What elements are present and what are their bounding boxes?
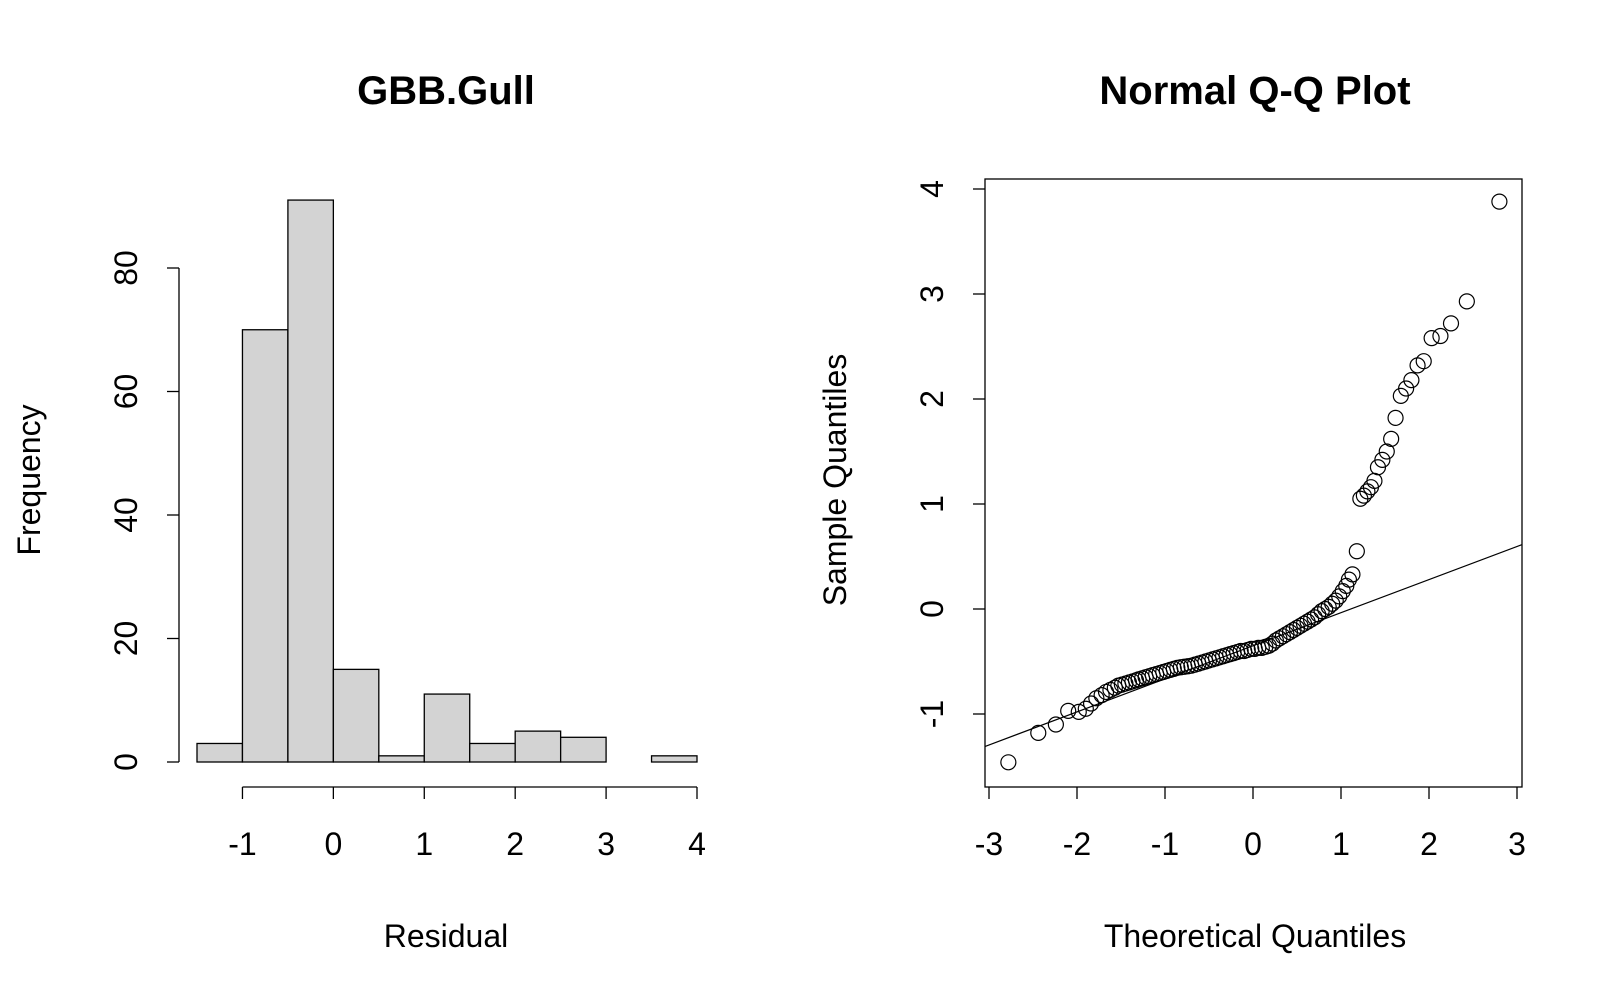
qq-point <box>1334 583 1351 600</box>
qq-y-tick-label: 4 <box>914 180 950 198</box>
qq-point <box>1047 716 1064 733</box>
qq-point <box>1232 642 1249 660</box>
qq-plot-area <box>985 193 1522 771</box>
qq-point <box>1415 353 1432 370</box>
qq-y-tick-label: 3 <box>914 285 950 303</box>
qq-x-tick-label: -3 <box>975 826 1003 862</box>
histogram-x-tick-label: 3 <box>597 826 615 862</box>
qq-point <box>1491 193 1508 210</box>
qq-point <box>1088 690 1105 707</box>
qq-plot-x-axis-label: Theoretical Quantiles <box>1104 918 1406 954</box>
histogram-bar <box>514 730 562 763</box>
qq-x-tick-label: 1 <box>1332 826 1350 862</box>
qq-x-tick-label: -2 <box>1063 826 1091 862</box>
histogram-bar <box>423 693 471 763</box>
qq-point <box>1387 409 1404 426</box>
qq-point <box>1442 315 1460 332</box>
qq-point <box>1344 566 1361 583</box>
qq-point <box>1423 330 1440 347</box>
qq-y-tick-label: 0 <box>914 600 950 618</box>
histogram-x-tick-label: 4 <box>688 826 706 862</box>
histogram-bars <box>196 199 698 763</box>
histogram-bar <box>241 329 289 763</box>
qq-plot-x-axis: -3 -2 -1 0 1 2 3 <box>975 787 1526 862</box>
qq-point <box>1000 754 1017 771</box>
histogram-bar <box>378 755 425 763</box>
histogram-y-tick-label: 0 <box>108 753 144 771</box>
histogram-x-tick-label: 0 <box>324 826 342 862</box>
histogram-x-tick-label: 1 <box>415 826 433 862</box>
qq-x-tick-label: 3 <box>1508 826 1526 862</box>
qq-point <box>1243 640 1260 658</box>
qq-points <box>1000 193 1508 771</box>
histogram-bar <box>332 668 380 763</box>
qq-point <box>1398 380 1415 397</box>
histogram-y-tick-label: 40 <box>108 497 144 533</box>
histogram-x-axis: -1 0 1 2 3 4 <box>228 786 706 862</box>
qq-point <box>1070 703 1087 721</box>
qq-plot-frame <box>984 178 1523 788</box>
histogram-x-tick-label: -1 <box>228 826 256 862</box>
qq-y-tick-label: -1 <box>914 700 950 728</box>
qq-point <box>1106 679 1123 696</box>
histogram-panel: GBB.Gull Residual Frequency -1 0 1 2 3 4 0 20 4… <box>11 69 706 954</box>
histogram-y-tick-label: 80 <box>108 250 144 286</box>
qq-x-tick-label: 2 <box>1420 826 1438 862</box>
histogram-y-axis-label: Frequency <box>11 404 47 555</box>
histogram-bar <box>287 199 335 763</box>
histogram-bar <box>196 742 244 763</box>
qq-plot-y-axis-label: Sample Quantiles <box>817 354 853 607</box>
qq-point <box>1378 443 1395 460</box>
qq-point <box>1383 430 1400 447</box>
histogram-title: GBB.Gull <box>357 69 535 113</box>
qq-point <box>1030 724 1047 742</box>
histogram-y-tick-label: 20 <box>108 621 144 657</box>
qq-point <box>1458 293 1475 310</box>
qq-point <box>1340 571 1358 588</box>
histogram-x-axis-label: Residual <box>384 918 509 954</box>
qq-y-tick-label: 2 <box>914 390 950 408</box>
histogram-bar <box>469 742 516 763</box>
qq-point <box>1432 327 1449 345</box>
qq-y-tick-label: 1 <box>914 495 950 513</box>
qq-plot-title: Normal Q-Q Plot <box>1099 69 1410 113</box>
qq-point <box>1374 451 1391 468</box>
qq-x-tick-label: -1 <box>1151 826 1179 862</box>
qq-point <box>1403 372 1420 389</box>
histogram-bar <box>559 736 607 763</box>
qq-point <box>1348 543 1365 560</box>
qq-reference-line <box>985 544 1522 748</box>
histogram-y-axis: 0 20 40 60 80 <box>108 250 180 771</box>
histogram-y-tick-label: 60 <box>108 374 144 410</box>
histogram-bar <box>650 755 698 763</box>
qq-point <box>1093 686 1110 704</box>
qq-point <box>1060 702 1077 719</box>
qq-plot-y-axis: -1 0 1 2 3 4 <box>914 180 985 728</box>
qq-plot-panel: Normal Q-Q Plot Theoretical Quantiles Sa… <box>817 69 1526 954</box>
histogram-x-tick-label: 2 <box>506 826 524 862</box>
qq-point <box>1082 695 1100 712</box>
qq-point <box>1077 700 1094 717</box>
qq-x-tick-label: 0 <box>1244 826 1262 862</box>
